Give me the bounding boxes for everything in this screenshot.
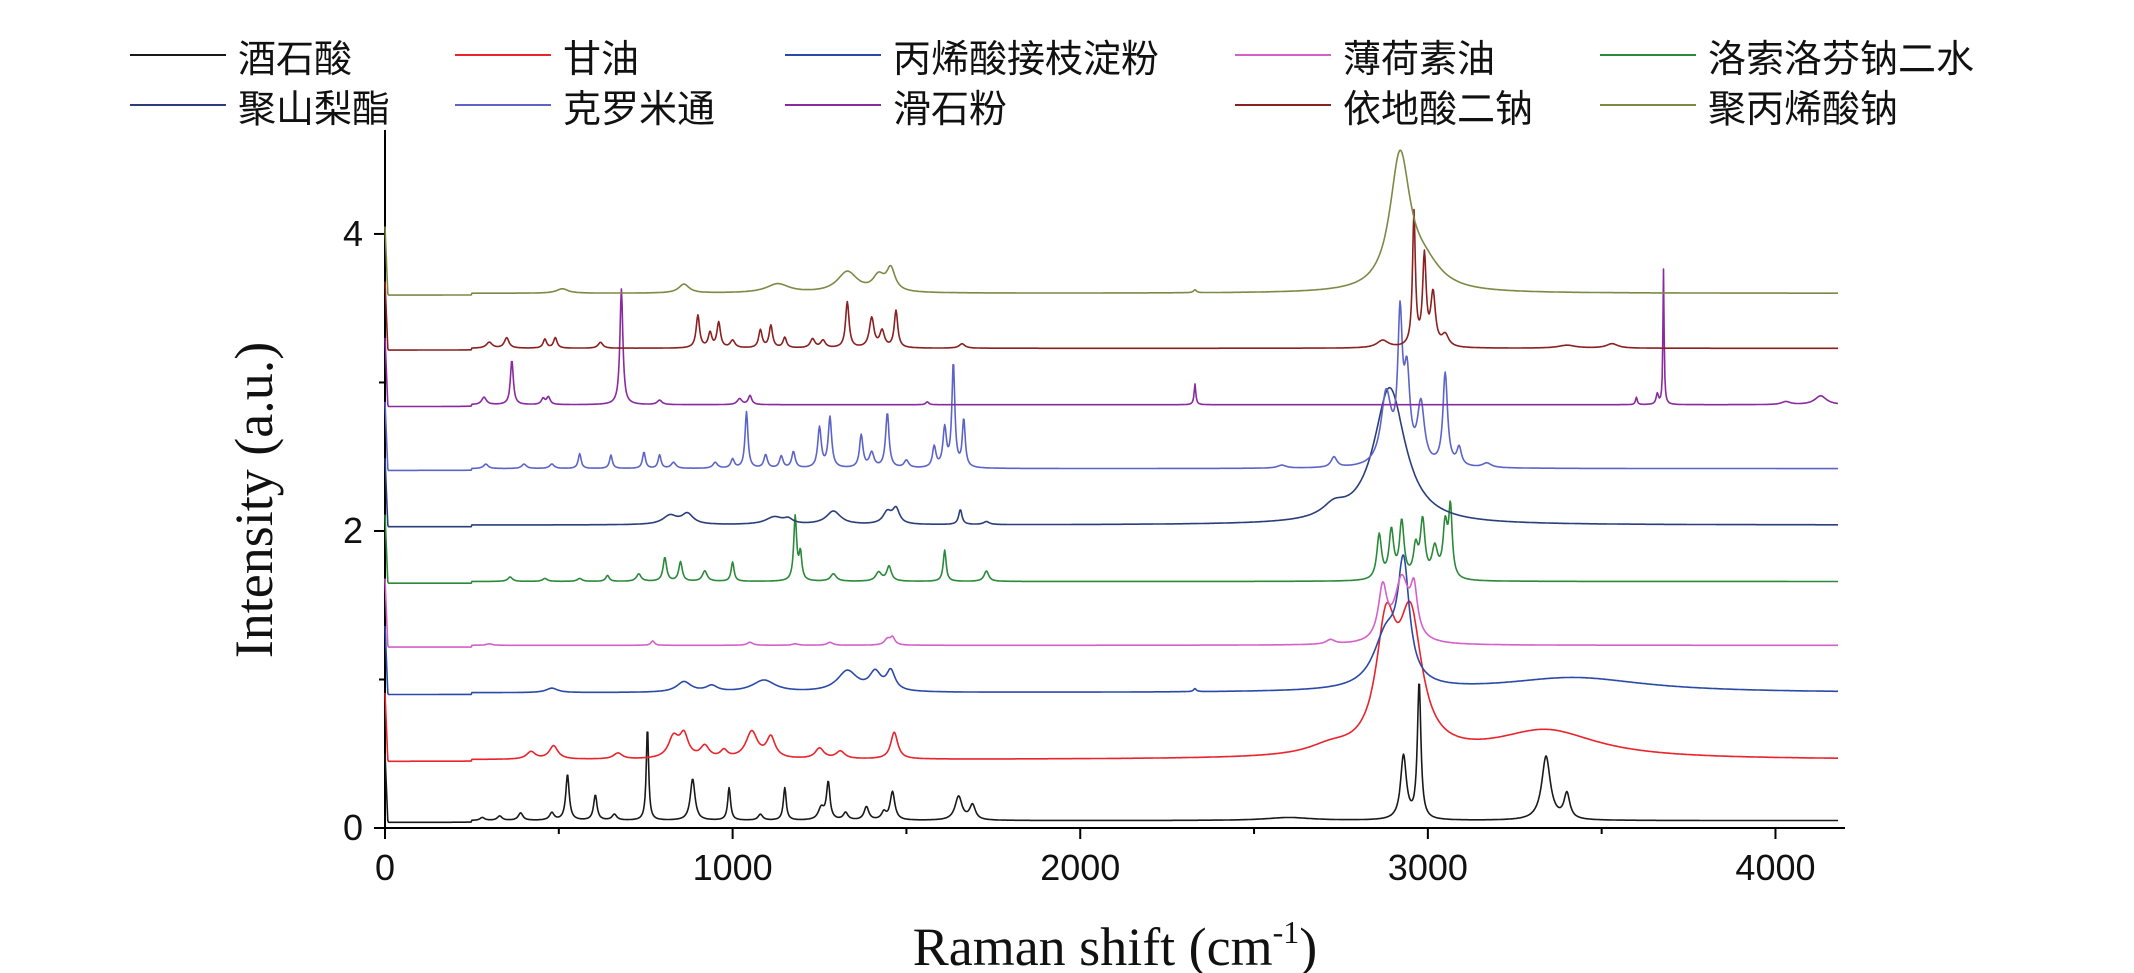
y-tick-label: 0: [343, 807, 363, 848]
series-line: [384, 573, 1839, 648]
legend-item: 酒石酸: [130, 30, 353, 81]
legend-item: 聚山梨酯: [130, 80, 391, 131]
axes: 0 1000 2000 3000 4000 0 2 4: [343, 130, 1845, 888]
legend-label: 滑石粉: [893, 86, 1008, 131]
y-tick-label: 2: [343, 510, 363, 551]
series-line: [384, 600, 1839, 763]
series-lines: [384, 149, 1839, 824]
x-tick-label: 2000: [1040, 847, 1120, 888]
x-axis-title-close: ): [1299, 917, 1317, 973]
legend-label: 克罗米通: [563, 86, 716, 131]
series-line: [384, 683, 1839, 824]
legend-label: 酒石酸: [238, 36, 353, 81]
x-axis-title-main: Raman shift (cm: [913, 917, 1273, 973]
legend-label: 丙烯酸接枝淀粉: [893, 36, 1160, 81]
legend-swatch: [130, 104, 226, 106]
legend-swatch: [1600, 54, 1696, 56]
series-line: [384, 300, 1839, 472]
legend-label: 洛索洛芬钠二水: [1708, 36, 1975, 81]
legend-item: 丙烯酸接枝淀粉: [785, 30, 1160, 81]
x-tick-label: 0: [375, 847, 395, 888]
y-tick-label: 4: [343, 213, 363, 254]
series-line: [384, 208, 1839, 351]
legend-swatch: [1600, 104, 1696, 106]
series-line: [384, 268, 1839, 408]
series-line: [384, 149, 1839, 296]
legend-swatch: [785, 104, 881, 106]
x-axis-title: Raman shift (cm-1): [913, 914, 1318, 973]
x-tick-label: 1000: [693, 847, 773, 888]
legend-item: 洛索洛芬钠二水: [1600, 30, 1975, 81]
legend-swatch: [1235, 104, 1331, 106]
y-axis-title: Intensity (a.u.): [224, 342, 284, 658]
legend-swatch: [130, 54, 226, 56]
series-line: [384, 554, 1839, 696]
legend-swatch: [455, 104, 551, 106]
legend-item: 聚丙烯酸钠: [1600, 80, 1899, 131]
legend-label: 甘油: [563, 36, 640, 81]
x-tick-label: 3000: [1388, 847, 1468, 888]
legend-item: 滑石粉: [785, 80, 1008, 131]
legend-item: 薄荷素油: [1235, 30, 1496, 81]
legend-swatch: [1235, 54, 1331, 56]
legend-label: 薄荷素油: [1343, 36, 1496, 81]
legend-swatch: [785, 54, 881, 56]
x-tick-label: 4000: [1735, 847, 1815, 888]
legend-label: 聚丙烯酸钠: [1708, 86, 1899, 131]
chart-legend: 酒石酸 甘油 丙烯酸接枝淀粉 薄荷素油 洛索洛芬钠二水聚山梨酯 克罗米通 滑石粉 依地酸二钠 聚…: [0, 0, 2134, 140]
legend-item: 依地酸二钠: [1235, 80, 1534, 131]
series-line: [384, 386, 1839, 528]
legend-item: 克罗米通: [455, 80, 716, 131]
legend-label: 依地酸二钠: [1343, 86, 1534, 131]
x-axis-title-sup: -1: [1273, 914, 1300, 950]
legend-label: 聚山梨酯: [238, 86, 391, 131]
legend-item: 甘油: [455, 30, 640, 81]
series-line: [384, 500, 1839, 584]
legend-swatch: [455, 54, 551, 56]
